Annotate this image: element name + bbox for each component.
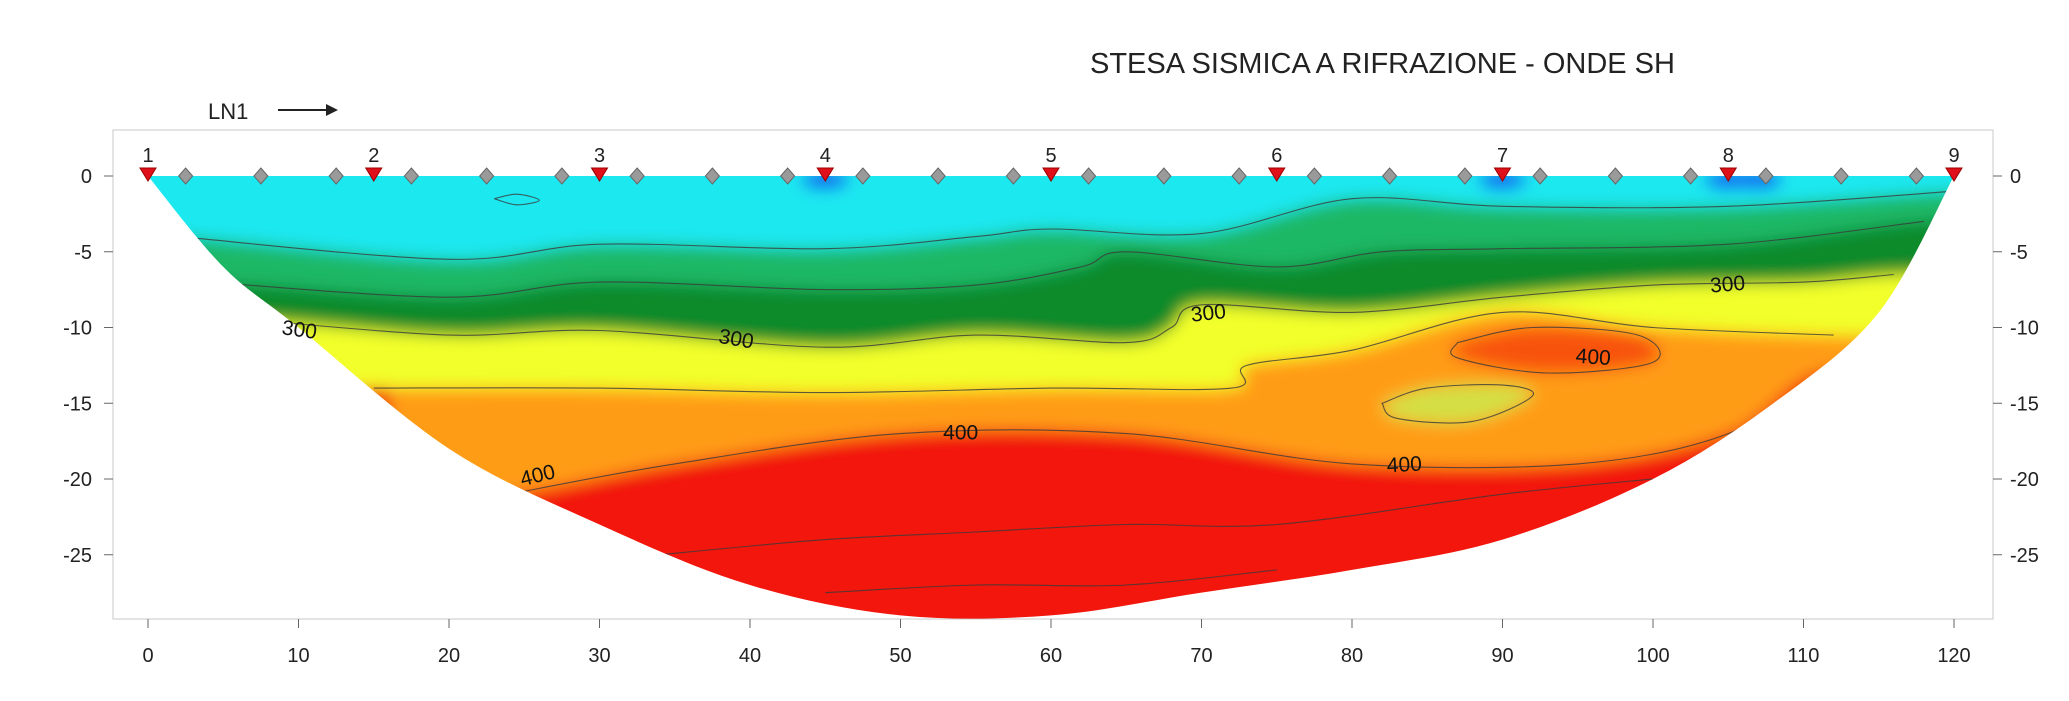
shot-point-marker xyxy=(779,167,796,185)
x-tick-label: 90 xyxy=(1491,645,1513,667)
y-tick-label-left: -5 xyxy=(74,242,92,264)
contour-line xyxy=(1381,384,1535,424)
shot-point-marker xyxy=(704,167,721,185)
shot-point-marker xyxy=(1908,167,1925,185)
shot-point-marker xyxy=(1457,167,1473,185)
low-velocity-spot xyxy=(1734,176,1783,189)
contour-line xyxy=(494,193,540,206)
x-tick-label: 50 xyxy=(889,645,911,667)
geophone-marker xyxy=(1719,167,1738,182)
shot-point-marker xyxy=(1005,167,1022,185)
y-tick-label-right: -20 xyxy=(2010,469,2039,491)
plot-frame xyxy=(112,129,1994,620)
geophone-marker xyxy=(590,167,609,182)
contour-label: 400 xyxy=(1386,453,1422,478)
shot-point-marker xyxy=(403,167,420,185)
geophone-label: 5 xyxy=(1045,145,1056,167)
geophone-marker xyxy=(816,167,835,182)
contour-line xyxy=(659,478,1654,556)
y-tick-label-left: -20 xyxy=(63,469,92,491)
geophone-marker xyxy=(1493,167,1512,182)
contour-label: 300 xyxy=(280,316,318,344)
line-label: LN1 xyxy=(208,99,249,124)
shot-point-marker xyxy=(1532,167,1548,185)
x-tick-label: 60 xyxy=(1040,645,1062,667)
shot-point-marker xyxy=(177,167,194,185)
x-tick-label: 100 xyxy=(1636,645,1669,667)
shot-point-marker xyxy=(253,167,269,185)
contour-line xyxy=(178,190,1954,260)
contour-line xyxy=(208,220,1924,298)
contour-line xyxy=(253,273,1894,348)
x-tick-label: 110 xyxy=(1788,645,1820,667)
contour-line xyxy=(509,372,1819,495)
y-tick-label-left: -25 xyxy=(63,545,92,567)
contour-label: 300 xyxy=(1709,272,1746,298)
shot-point-marker xyxy=(1381,167,1398,185)
geophone-label: 9 xyxy=(1948,145,1959,167)
shot-point-marker xyxy=(478,167,495,185)
contour-label: 400 xyxy=(943,422,978,445)
shot-point-marker xyxy=(855,167,871,185)
chart-title: STESA SISMICA A RIFRAZIONE - ONDE SH xyxy=(1090,48,1675,80)
geophone-marker xyxy=(1042,167,1060,182)
y-tick-label-right: -10 xyxy=(2010,318,2039,340)
x-tick-label: 30 xyxy=(588,645,610,667)
y-tick-label-right: -15 xyxy=(2010,393,2039,415)
x-tick-label: 120 xyxy=(1937,645,1970,667)
shot-point-marker xyxy=(1231,167,1247,185)
contour-line xyxy=(825,569,1277,594)
geophone-label: 4 xyxy=(820,145,831,167)
y-tick-label-left: -10 xyxy=(63,318,92,340)
shot-point-marker xyxy=(1306,167,1323,185)
geophone-marker xyxy=(139,167,157,182)
contour-line xyxy=(1450,326,1661,374)
x-tick-label: 70 xyxy=(1190,645,1212,667)
shot-point-marker xyxy=(1080,167,1097,185)
contour-label: 300 xyxy=(1190,300,1227,327)
geophone-label: 7 xyxy=(1497,145,1508,167)
x-tick-label: 0 xyxy=(142,645,153,667)
geophone-marker xyxy=(364,167,383,182)
velocity-body xyxy=(1382,384,1534,423)
shot-point-marker xyxy=(1833,167,1849,185)
y-tick-label-right: -25 xyxy=(2010,545,2039,567)
x-tick-label: 40 xyxy=(739,645,761,667)
velocity-body xyxy=(1450,327,1661,374)
shot-point-marker xyxy=(629,167,645,185)
contour-label: 400 xyxy=(1575,345,1612,370)
shot-point-marker xyxy=(1682,167,1699,185)
shot-point-marker xyxy=(554,167,570,185)
x-tick-label: 20 xyxy=(438,645,460,667)
geophone-label: 2 xyxy=(368,145,379,167)
y-tick-label-right: 0 xyxy=(2010,166,2021,188)
shot-point-marker xyxy=(930,167,946,185)
y-tick-label-left: 0 xyxy=(81,166,92,188)
contour-line xyxy=(373,311,1834,394)
y-tick-label-left: -15 xyxy=(63,393,92,415)
shot-point-marker xyxy=(328,167,344,185)
shot-point-marker xyxy=(1758,167,1774,185)
geophone-marker xyxy=(1945,167,1963,182)
geophone-label: 6 xyxy=(1271,145,1282,167)
geophone-marker xyxy=(1267,167,1286,182)
geophone-label: 1 xyxy=(142,145,153,167)
shot-point-marker xyxy=(1607,167,1624,185)
shot-point-marker xyxy=(1156,167,1172,185)
direction-arrow-icon xyxy=(278,104,338,116)
y-tick-label-right: -5 xyxy=(2010,242,2028,264)
geophone-label: 8 xyxy=(1723,145,1734,167)
geophone-label: 3 xyxy=(594,145,605,167)
x-tick-label: 10 xyxy=(287,645,309,667)
x-tick-label: 80 xyxy=(1341,645,1363,667)
